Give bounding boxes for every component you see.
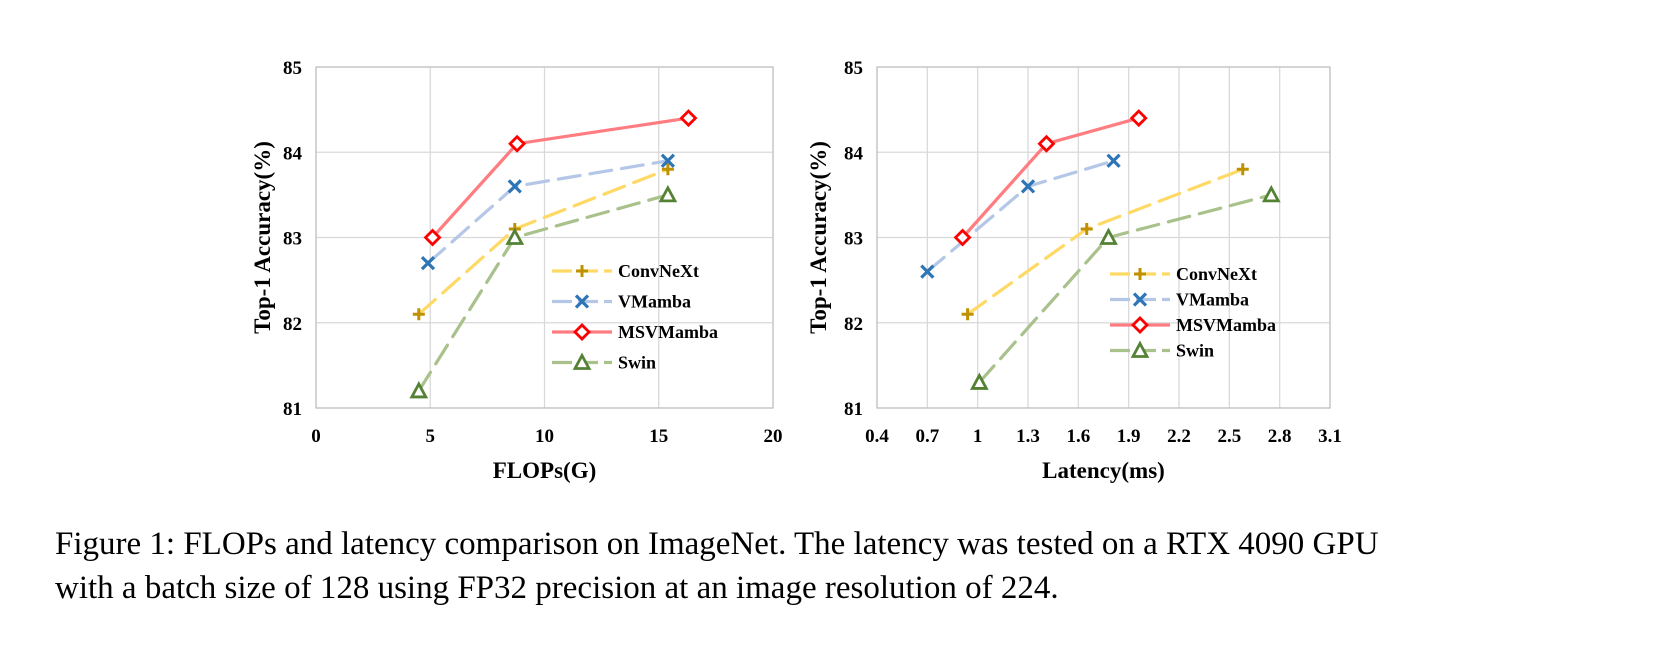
x-tick-label: 1.3: [1016, 426, 1040, 447]
y-axis-title: Top-1 Accuracy(%): [806, 141, 831, 334]
data-point-swin: [970, 372, 989, 390]
series-line-vmamba: [925, 159, 1116, 274]
legend-label-convnext: ConvNeXt: [618, 261, 699, 281]
x-tick-label: 1.9: [1117, 426, 1141, 447]
y-tick-label: 84: [844, 143, 864, 164]
legend-marker-vmamba: [1132, 292, 1148, 307]
legend-label-msvmamba: MSVMamba: [1176, 315, 1276, 335]
x-axis-title: Latency(ms): [1042, 458, 1165, 483]
legend: ConvNeXt VMamba MSVMamba Swin: [1110, 264, 1276, 361]
data-point-swin: [658, 184, 678, 203]
x-tick-label: 0.7: [915, 426, 939, 447]
x-tick-label: 2.5: [1217, 426, 1241, 447]
x-tick-label: 2.2: [1167, 426, 1191, 447]
caption-line-2: with a batch size of 128 using FP32 prec…: [55, 570, 1059, 606]
x-tick-label: 3.1: [1318, 426, 1342, 447]
data-point-convnext: [1236, 163, 1249, 176]
data-point-vmamba: [507, 179, 522, 194]
series-line-vmamba: [426, 159, 670, 265]
data-point-convnext: [1080, 222, 1093, 235]
legend-marker-swin: [1130, 340, 1150, 358]
data-point-vmamba: [1106, 153, 1121, 168]
x-axis-title: FLOPs(G): [493, 458, 597, 483]
y-tick-label: 85: [844, 58, 863, 79]
data-point-swin: [505, 227, 525, 245]
x-tick-label: 1.6: [1066, 426, 1090, 447]
data-point-msvmamba: [423, 228, 442, 247]
legend-label-swin: Swin: [1176, 341, 1214, 361]
y-axis-title: Top-1 Accuracy(%): [250, 141, 275, 334]
data-point-swin: [1099, 227, 1118, 245]
x-tick-label: 5: [426, 426, 436, 447]
legend-label-msvmamba: MSVMamba: [618, 322, 718, 342]
legend-label-swin: Swin: [618, 353, 656, 373]
x-tick-label: 20: [764, 426, 783, 447]
y-tick-label: 84: [283, 143, 303, 164]
legend-marker-msvmamba: [1131, 316, 1149, 334]
data-point-msvmamba: [508, 134, 527, 153]
x-tick-label: 2.8: [1268, 426, 1292, 447]
legend: ConvNeXt VMamba MSVMamba Swin: [552, 261, 718, 373]
data-point-vmamba: [920, 264, 935, 279]
y-tick-label: 81: [844, 399, 863, 420]
data-point-vmamba: [420, 255, 436, 271]
y-tick-label: 85: [283, 58, 302, 79]
data-point-msvmamba: [953, 228, 972, 247]
x-tick-label: 0.4: [865, 426, 889, 447]
x-tick-label: 10: [535, 426, 554, 447]
y-tick-label: 83: [844, 229, 863, 250]
charts-canvas: 81 82 83 84 85 0 5 10 15 20 FLOPs(G) Top-1 Accuracy…: [250, 58, 1342, 483]
legend-marker-convnext: [576, 265, 588, 277]
y-tick-label: 83: [283, 229, 302, 250]
figure-caption: Figure 1: FLOPs and latency comparison o…: [55, 522, 1645, 610]
data-point-vmamba: [1020, 179, 1036, 194]
data-point-msvmamba: [1037, 134, 1056, 153]
plot-frame: [315, 66, 774, 409]
data-point-vmamba: [660, 153, 676, 168]
legend-label-vmamba: VMamba: [1176, 290, 1249, 310]
legend-marker-swin: [572, 352, 592, 370]
chart-1: 81 82 83 84 85 0 5 10 15 20 FLOPs(G) Top-1 Accuracy…: [250, 58, 782, 483]
legend-label-vmamba: VMamba: [618, 292, 691, 312]
x-tick-label: 0: [311, 426, 321, 447]
y-tick-label: 82: [283, 314, 302, 335]
legend-label-convnext: ConvNeXt: [1176, 264, 1257, 284]
x-tick-label: 15: [649, 426, 668, 447]
x-tick-label: 1: [973, 426, 983, 447]
data-point-convnext: [661, 163, 674, 176]
data-point-msvmamba: [1129, 109, 1148, 128]
legend-marker-convnext: [1134, 268, 1146, 280]
chart-2: 81 82 83 84 85 0.4 0.7 1 1.3 1.6 1.9 2.2 2.5 2.8 3.1 La…: [806, 58, 1342, 483]
legend-marker-vmamba: [574, 294, 590, 309]
data-point-convnext: [412, 308, 425, 321]
data-point-msvmamba: [679, 109, 698, 128]
y-tick-label: 82: [844, 314, 863, 335]
data-point-convnext: [961, 308, 974, 321]
y-tick-label: 81: [283, 399, 302, 420]
data-point-swin: [409, 380, 429, 399]
data-point-swin: [1261, 184, 1281, 203]
plot-frame: [876, 66, 1331, 409]
caption-line-1: Figure 1: FLOPs and latency comparison o…: [55, 526, 1379, 562]
legend-marker-msvmamba: [573, 323, 591, 341]
